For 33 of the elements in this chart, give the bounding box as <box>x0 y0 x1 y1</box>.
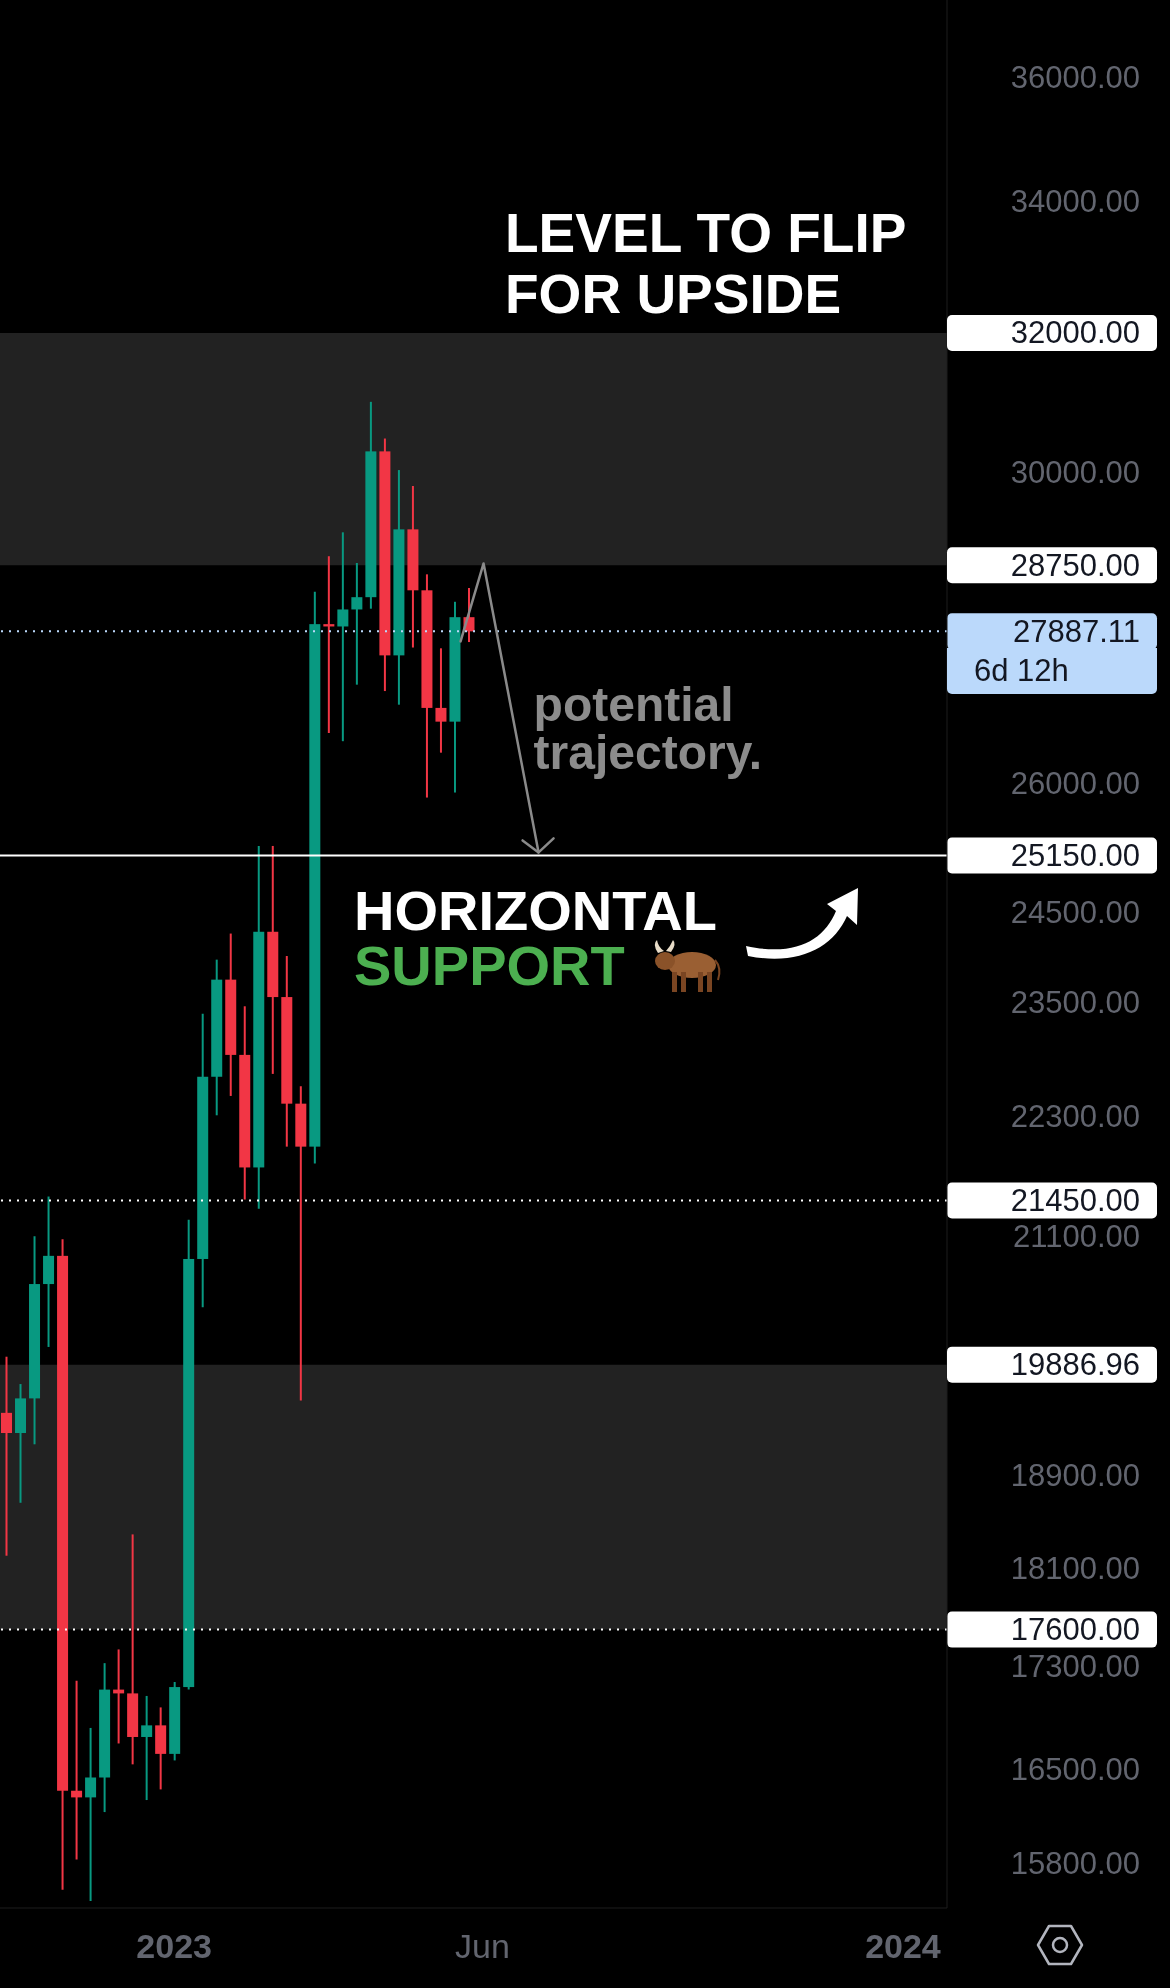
candlestick <box>435 647 447 754</box>
y-tick-label: 21100.00 <box>1013 1218 1140 1254</box>
candlestick <box>141 1694 153 1802</box>
ref-line-label: 21450.00 <box>1010 1183 1140 1219</box>
ref-line-label: 27887.11 <box>1013 613 1140 649</box>
x-tick-label: Jun <box>455 1927 510 1965</box>
y-tick-label: 17300.00 <box>1010 1649 1140 1685</box>
y-tick-label: 24500.00 <box>1010 894 1140 930</box>
annotation: potential trajectory. <box>533 678 764 780</box>
y-tick-label: 30000.00 <box>1010 455 1140 491</box>
x-tick-label: 2023 <box>136 1927 212 1965</box>
y-tick-label: 34000.00 <box>1010 183 1140 219</box>
candlestick <box>351 562 363 686</box>
y-tick-label: 19886.96 <box>1010 1347 1140 1383</box>
ref-line-label: 17600.00 <box>1010 1612 1140 1648</box>
candlestick <box>337 531 349 743</box>
y-tick-label: 16500.00 <box>1010 1752 1140 1788</box>
y-tick-label: 15800.00 <box>1010 1846 1140 1882</box>
candlestick <box>71 1679 83 1861</box>
y-tick-label: 22300.00 <box>1010 1098 1140 1134</box>
y-tick-label: 18100.00 <box>1010 1551 1140 1587</box>
y-tick-label: 36000.00 <box>1010 60 1140 96</box>
y-tick-label: 32000.00 <box>1010 315 1140 351</box>
ref-line-label: 25150.00 <box>1010 837 1140 873</box>
y-tick-label: 18900.00 <box>1010 1457 1140 1493</box>
y-tick-label: 23500.00 <box>1010 985 1140 1021</box>
y-tick-label: 26000.00 <box>1010 765 1140 801</box>
candlestick <box>85 1726 97 1903</box>
band-label: LEVEL TO FLIP FOR UPSIDE <box>505 200 907 325</box>
x-tick-label: 2024 <box>865 1927 941 1965</box>
y-tick-label: 28750.00 <box>1010 547 1140 583</box>
text: 6d 12h <box>947 648 1157 694</box>
candlestick <box>1 1355 12 1557</box>
